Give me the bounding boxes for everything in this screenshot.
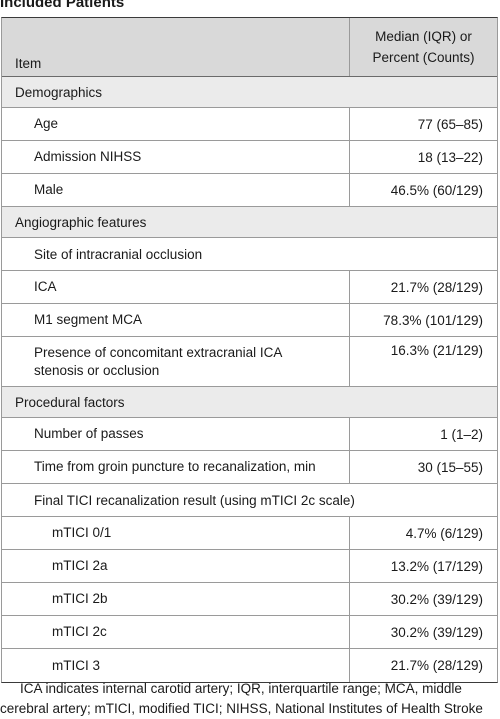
row-value: 16.3% (21/129) (390, 343, 483, 358)
table-row-age: Age 77 (65–85) (2, 108, 497, 141)
row-value: 46.5% (60/129) (390, 182, 483, 198)
table-row-tici-2b: mTICI 2b 30.2% (39/129) (2, 583, 497, 616)
row-label: Admission NIHSS (2, 141, 350, 173)
row-value: 21.7% (28/129) (390, 279, 483, 295)
row-label: Male (2, 174, 350, 206)
row-label: ICA (2, 271, 350, 303)
header-value-line2: Percent (Counts) (372, 50, 475, 65)
table-header-row: Item Median (IQR) or Percent (Counts) (2, 18, 497, 77)
table-caption: Included Patients (0, 0, 125, 11)
row-label: Time from groin puncture to recanalizati… (2, 451, 350, 483)
section-angiographic: Angiographic features (2, 207, 497, 238)
subsection-tici: Final TICI recanalization result (using … (2, 484, 497, 517)
row-value: 78.3% (101/129) (383, 312, 483, 328)
subsection-site: Site of intracranial occlusion (2, 238, 497, 271)
row-label: mTICI 2c (2, 616, 350, 648)
table-footnote: ICA indicates internal carotid artery; I… (0, 679, 500, 719)
row-label: M1 segment MCA (2, 304, 350, 336)
table-row-concomitant: Presence of concomitant extracranial ICA… (2, 337, 497, 387)
table-row-tici-3: mTICI 3 21.7% (28/129) (2, 649, 497, 682)
row-value: 1 (1–2) (440, 426, 483, 442)
header-item: Item (2, 18, 350, 76)
row-value: 30 (15–55) (417, 459, 483, 475)
row-label: mTICI 3 (2, 649, 350, 682)
row-label: Age (2, 108, 350, 140)
patient-characteristics-table: Item Median (IQR) or Percent (Counts) De… (1, 17, 498, 683)
row-value: 4.7% (6/129) (405, 525, 483, 541)
row-label-line1: Presence of concomitant extracranial ICA (34, 344, 283, 360)
table-row-m1: M1 segment MCA 78.3% (101/129) (2, 304, 497, 337)
table-row-ica: ICA 21.7% (28/129) (2, 271, 497, 304)
row-label: mTICI 0/1 (2, 517, 350, 549)
row-label-line2: stenosis or occlusion (34, 362, 160, 378)
row-value: 30.2% (39/129) (390, 591, 483, 607)
table-row-nihss: Admission NIHSS 18 (13–22) (2, 141, 497, 174)
row-value: 30.2% (39/129) (390, 624, 483, 640)
table-row-tici-2a: mTICI 2a 13.2% (17/129) (2, 550, 497, 583)
row-value: 13.2% (17/129) (390, 558, 483, 574)
section-procedural: Procedural factors (2, 387, 497, 418)
header-value: Median (IQR) or Percent (Counts) (350, 18, 497, 76)
table-row-passes: Number of passes 1 (1–2) (2, 418, 497, 451)
row-label: mTICI 2a (2, 550, 350, 582)
row-value: 77 (65–85) (417, 116, 483, 132)
table-row-male: Male 46.5% (60/129) (2, 174, 497, 207)
row-label: Number of passes (2, 418, 350, 450)
row-value: 21.7% (28/129) (390, 658, 483, 673)
table-row-tici-0-1: mTICI 0/1 4.7% (6/129) (2, 517, 497, 550)
footnote-line2: cerebral artery; mTICI, modified TICI; N… (0, 701, 483, 716)
row-value: 18 (13–22) (417, 149, 483, 165)
table-row-time: Time from groin puncture to recanalizati… (2, 451, 497, 484)
footnote-line1: ICA indicates internal carotid artery; I… (20, 681, 462, 696)
header-value-line1: Median (IQR) or (375, 29, 472, 44)
row-label: Presence of concomitant extracranial ICA… (2, 337, 350, 386)
section-demographics: Demographics (2, 77, 497, 108)
row-label: mTICI 2b (2, 583, 350, 615)
table-row-tici-2c: mTICI 2c 30.2% (39/129) (2, 616, 497, 649)
